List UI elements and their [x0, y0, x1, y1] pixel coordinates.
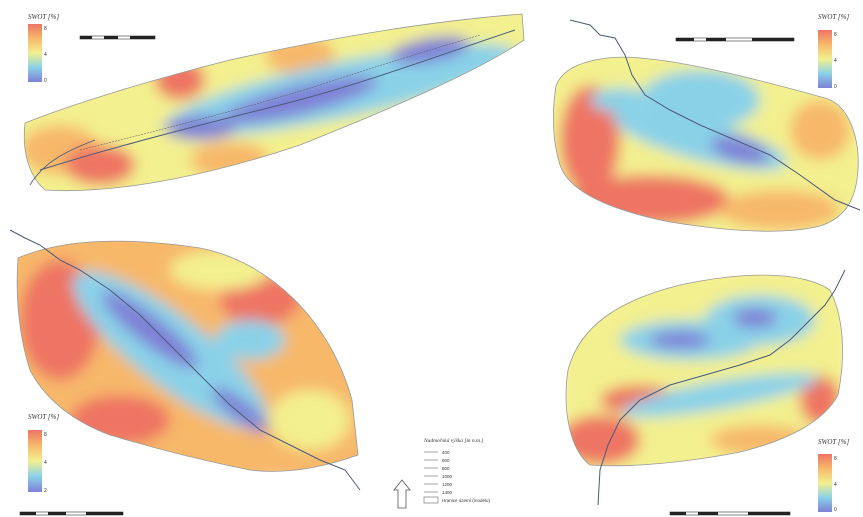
legend-tick: 2 [44, 488, 47, 494]
color-legend-top-right: SWOT [%] 8 4 0 [818, 13, 849, 90]
map-panel-bottom-left [9, 229, 361, 491]
contour-legend-item: 800 [442, 466, 450, 471]
legend-tick: 4 [44, 460, 47, 466]
contour-legend-item: 1000 [442, 474, 453, 479]
contour-legend-item: 400 [442, 450, 450, 455]
legend-tick: 4 [834, 482, 837, 488]
scale-bar-bottom-right [669, 511, 791, 516]
contour-legend-title: Nadmořská výška [m n.m.] [423, 438, 483, 444]
legend-tick: 0 [44, 78, 47, 84]
legend-tick: 4 [44, 52, 47, 58]
legend-title: SWOT [%] [818, 438, 849, 446]
map-panel-top-left [23, 13, 525, 192]
legend-title: SWOT [%] [28, 13, 59, 21]
scale-bar-top-left [79, 35, 156, 40]
color-legend-top-left: SWOT [%] 8 4 0 [28, 13, 59, 84]
contour-legend-boundary: Hranice území (modelu) [442, 498, 491, 503]
legend-tick: 0 [834, 507, 837, 513]
map-panel-bottom-right [565, 269, 846, 506]
map-panel-top-right [552, 19, 861, 232]
contour-legend-item: 1400 [442, 490, 453, 495]
legend-tick: 8 [44, 432, 47, 438]
legend-tick: 0 [834, 84, 837, 90]
legend-title: SWOT [%] [818, 13, 849, 21]
color-legend-bottom-left: SWOT [%] 8 4 2 [28, 413, 59, 494]
scale-bar-top-right [675, 37, 795, 42]
contour-legend: Nadmořská výška [m n.m.] 400 600 800 100… [423, 438, 491, 504]
color-legend-bottom-right: SWOT [%] 8 4 0 [818, 438, 849, 513]
scale-bar-bottom-left [19, 511, 124, 516]
north-arrow-icon [393, 479, 411, 509]
contour-legend-item: 600 [442, 458, 450, 463]
legend-tick: 4 [834, 58, 837, 64]
legend-tick: 8 [834, 32, 837, 38]
legend-title: SWOT [%] [28, 413, 59, 421]
contour-legend-item: 1200 [442, 482, 453, 487]
legend-tick: 8 [44, 26, 47, 32]
legend-tick: 8 [834, 456, 837, 462]
